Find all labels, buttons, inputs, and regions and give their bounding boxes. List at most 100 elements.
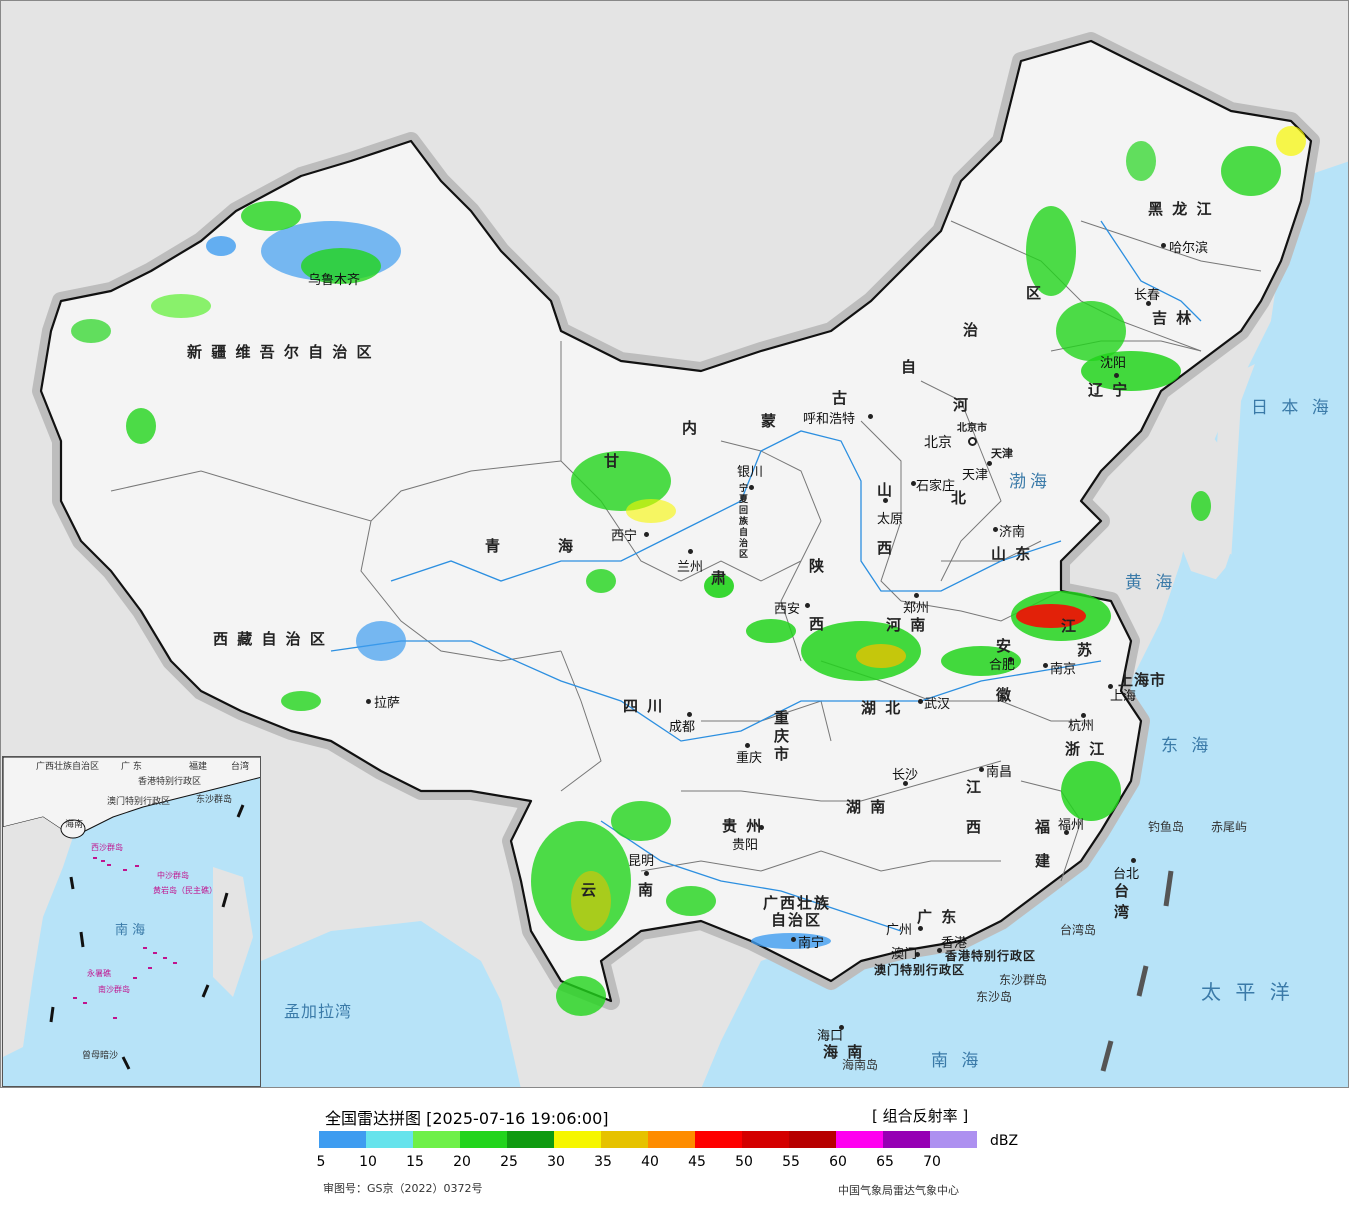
legend-swatch: [319, 1131, 366, 1148]
province-shandong: 山 东: [991, 545, 1033, 563]
province-beijing: 北京市: [957, 423, 987, 434]
island-hainandao: 海南岛: [842, 1058, 879, 1072]
legend-swatch: [789, 1131, 836, 1148]
city-lhasa: 拉萨: [374, 696, 401, 711]
legend-tick-label: 40: [641, 1154, 659, 1170]
capital-marker-icon: [968, 437, 977, 446]
city-dot: [918, 926, 923, 931]
city-xining: 西宁: [611, 529, 638, 544]
inset-island-markers: [73, 857, 177, 1019]
city-dot: [993, 527, 998, 532]
city-dot: [791, 937, 796, 942]
inset-land-hainan: [60, 819, 86, 839]
province-qinghai-1: 青: [485, 537, 503, 555]
city-dot: [915, 952, 920, 957]
legend-swatch: [930, 1131, 977, 1148]
legend-swatch: [695, 1131, 742, 1148]
sea-huanghai: 黄 海: [1125, 573, 1177, 593]
inset-label-zengmuansha: 曾母暗沙: [82, 1051, 119, 1061]
sea-donghai: 东 海: [1161, 736, 1213, 756]
inset-label-dongsha: 东沙群岛: [196, 795, 233, 805]
city-urumqi: 乌鲁木齐: [308, 273, 361, 288]
province-neimenggu-5: 治: [963, 321, 981, 339]
city-fuzhou: 福州: [1058, 818, 1085, 833]
legend-tick-label: 60: [829, 1154, 847, 1170]
south-china-sea-inset: 广西壮族自治区 广 东 福建 台湾 香港特别行政区 澳门特别行政区 东沙群岛 海…: [2, 756, 261, 1087]
legend-tick-label: 65: [876, 1154, 894, 1170]
city-dot: [805, 603, 810, 608]
province-hainan: 海 南: [823, 1043, 865, 1061]
legend-tick-label: 25: [500, 1154, 518, 1170]
province-fujian-2: 建: [1035, 852, 1053, 870]
city-chongqing: 重庆: [736, 751, 763, 766]
legend-tick-label: 45: [688, 1154, 706, 1170]
inset-land-indochina: [3, 817, 73, 1057]
city-changchun: 长春: [1134, 288, 1161, 303]
inset-label-huangyandao: 黄岩岛（民主礁）: [153, 886, 217, 895]
city-dot: [937, 948, 942, 953]
inset-label-xisha: 西沙群岛: [91, 843, 123, 852]
city-dot: [687, 712, 692, 717]
province-jilin: 吉 林: [1152, 309, 1194, 327]
province-yunnan-1: 云: [581, 881, 599, 899]
map-canvas: [1, 1, 1348, 1087]
city-macau: 澳门: [891, 947, 918, 962]
province-macau: 澳门特别行政区: [874, 963, 966, 977]
city-dot: [1064, 830, 1069, 835]
city-dot: [883, 498, 888, 503]
legend-swatch: [742, 1131, 789, 1148]
city-dot: [1131, 858, 1136, 863]
legend-swatch: [460, 1131, 507, 1148]
city-dot: [644, 871, 649, 876]
inset-label-yongshujiao: 永暑礁: [87, 969, 111, 978]
inset-label-guangdong: 广 东: [121, 762, 142, 772]
inset-label-nansha: 南沙群岛: [98, 985, 130, 994]
city-dot: [839, 1025, 844, 1030]
legend-title: 全国雷达拼图 [2025-07-16 19:06:00]: [325, 1109, 609, 1128]
province-neimenggu-6: 区: [1026, 284, 1044, 302]
city-taiyuan: 太原: [877, 512, 904, 527]
sea-nanhai: 南 海: [931, 1051, 983, 1071]
province-guangdong: 广 东: [917, 908, 959, 926]
city-haikou: 海口: [817, 1029, 844, 1044]
province-henan: 河 南: [886, 616, 928, 634]
legend-tick-label: 70: [923, 1154, 941, 1170]
legend-swatch: [883, 1131, 930, 1148]
province-ningxia: 宁夏回族自治区: [739, 484, 749, 560]
sea-area: [721, 181, 1348, 1087]
city-dot: [1008, 657, 1013, 662]
city-shenyang: 沈阳: [1100, 356, 1127, 371]
province-shanghai: 上海市: [1118, 671, 1167, 689]
inset-label-guangxi: 广西壮族自治区: [36, 762, 100, 772]
legend-swatch: [366, 1131, 413, 1148]
city-taipei: 台北: [1113, 867, 1140, 882]
city-yinchuan: 银川: [737, 465, 764, 480]
radar-legend: 全国雷达拼图 [2025-07-16 19:06:00] [ 组合反射率 ] d…: [0, 1088, 1349, 1208]
city-tianjin: 天津: [962, 468, 989, 483]
province-yunnan-2: 南: [638, 881, 656, 899]
legend-swatch: [601, 1131, 648, 1148]
province-jiangsu-2: 苏: [1077, 641, 1095, 659]
city-dot: [1146, 301, 1151, 306]
province-heilongjiang: 黑 龙 江: [1148, 200, 1214, 218]
inset-label-hainan: 海南: [65, 820, 84, 830]
province-shaanxi-1: 陕: [809, 557, 827, 575]
province-hubei: 湖 北: [861, 699, 903, 717]
legend-color-bar: [319, 1131, 977, 1148]
city-changsha: 长沙: [892, 768, 919, 783]
city-hohhot: 呼和浩特: [803, 412, 856, 427]
city-hefei: 合肥: [989, 658, 1016, 673]
island-taiwandao: 台湾岛: [1060, 923, 1097, 937]
city-xian: 西安: [774, 602, 801, 617]
legend-swatch: [648, 1131, 695, 1148]
province-xinjiang: 新 疆 维 吾 尔 自 治 区: [187, 343, 374, 361]
island-diaoyudao: 钓鱼岛: [1148, 820, 1185, 834]
city-dot: [903, 781, 908, 786]
province-neimenggu-2: 蒙: [761, 412, 779, 430]
city-dot: [918, 699, 923, 704]
city-dot: [366, 699, 371, 704]
city-shijiazhuang: 石家庄: [916, 479, 956, 494]
legend-tick-label: 35: [594, 1154, 612, 1170]
province-gansu-1: 甘: [604, 452, 622, 470]
city-dot: [644, 532, 649, 537]
